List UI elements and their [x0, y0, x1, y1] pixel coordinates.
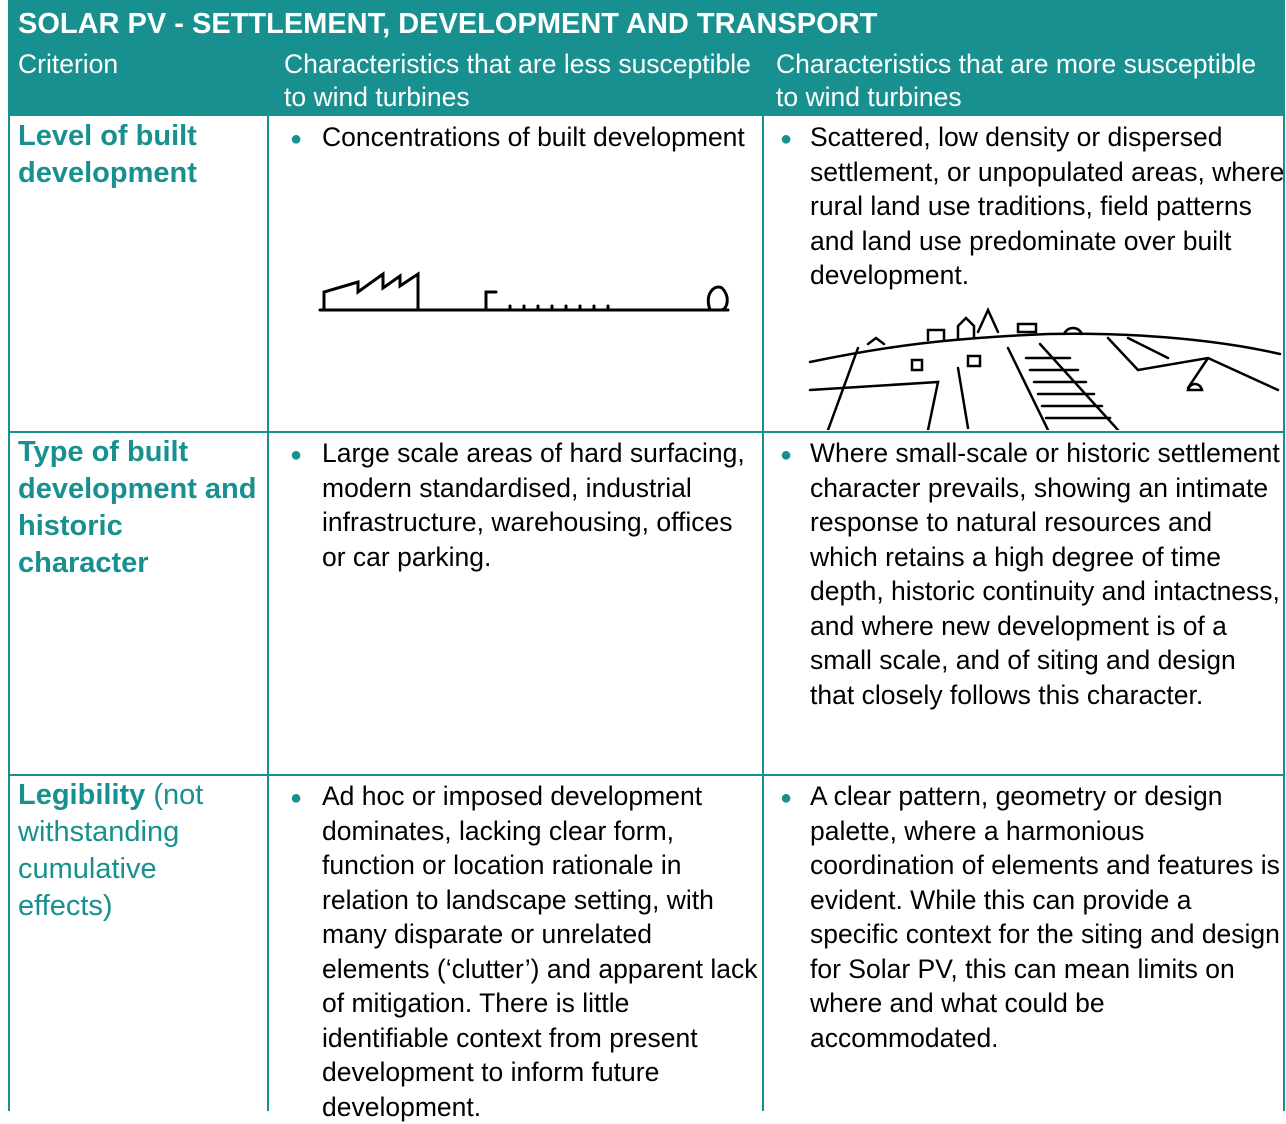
bullet: ●	[290, 787, 303, 809]
border	[8, 431, 1285, 433]
border	[1283, 116, 1285, 1111]
criterion: Type of built development and historic c…	[18, 434, 258, 582]
cell-text: Scattered, low density or dispersed sett…	[810, 122, 1285, 290]
border	[8, 116, 10, 1111]
table-title: SOLAR PV - SETTLEMENT, DEVELOPMENT AND T…	[18, 8, 878, 40]
criterion-note: (not withstanding cumulative effects)	[18, 779, 204, 922]
criterion-text: Type of built development and historic c…	[18, 436, 257, 579]
sketch-industrial	[318, 271, 730, 312]
sketch-settlement	[808, 306, 1282, 430]
bullet: ●	[780, 444, 793, 466]
bullet: ●	[290, 128, 303, 150]
cell-text: Large scale areas of hard surfacing, mod…	[322, 438, 745, 572]
cell-text: A clear pattern, geometry or design pale…	[810, 781, 1280, 1053]
cell-text: Concentrations of built development	[322, 122, 745, 152]
cell-text: Ad hoc or imposed development dominates,…	[322, 781, 758, 1122]
criterion-text: Legibility	[18, 779, 146, 811]
bullet: ●	[780, 787, 793, 809]
column-header: Characteristics that are less susceptibl…	[284, 49, 751, 112]
table-header	[8, 0, 1285, 116]
border	[762, 116, 764, 1111]
criterion: Legibility (not withstanding cumulative …	[18, 777, 258, 925]
criterion-text: Level of built development	[18, 120, 197, 189]
border	[8, 774, 1285, 776]
border	[267, 116, 269, 1111]
bullet: ●	[290, 444, 303, 466]
column-header: Characteristics that are more susceptibl…	[776, 49, 1257, 112]
column-header: Criterion	[18, 49, 119, 79]
bullet: ●	[780, 128, 793, 150]
cell-text: Where small-scale or historic settlement…	[810, 438, 1280, 710]
criterion: Level of built development	[18, 118, 258, 192]
